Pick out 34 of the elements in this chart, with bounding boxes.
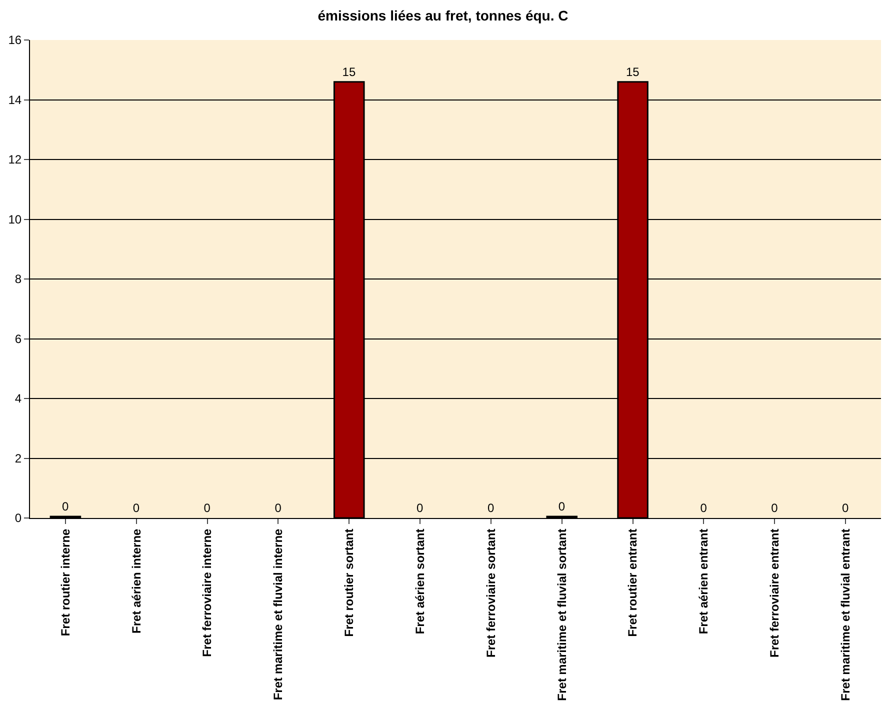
x-tick-label: Fret ferroviaire entrant — [768, 528, 782, 658]
x-tick-label: Fret maritime et fluvial entrant — [838, 528, 852, 701]
data-label: 0 — [416, 501, 424, 515]
x-tick-label: Fret maritime et fluvial interne — [271, 528, 286, 700]
data-label: 0 — [204, 501, 211, 515]
data-label: 0 — [842, 501, 850, 515]
y-tick-label: 12 — [8, 152, 22, 167]
data-label: 15 — [626, 64, 640, 79]
y-tick-label: 4 — [14, 392, 22, 406]
y-tick-label: 2 — [14, 451, 22, 466]
y-tick-label: 14 — [8, 92, 22, 107]
y-tick-label: 6 — [14, 332, 22, 346]
x-tick-label: Fret ferroviaire sortant — [484, 528, 498, 658]
x-tick-label: Fret ferroviaire interne — [200, 528, 214, 657]
data-label: 15 — [342, 64, 356, 79]
data-label: 0 — [62, 500, 69, 514]
y-tick-label: 10 — [8, 212, 22, 226]
x-tick-label: Fret maritime et fluvial sortant — [554, 528, 569, 701]
data-label: 0 — [274, 501, 282, 515]
x-tick-label: Fret routier interne — [58, 528, 72, 636]
chart-title: émissions liées au fret, tonnes équ. C — [318, 7, 568, 24]
y-tick-label: 16 — [8, 33, 22, 48]
x-tick-label: Fret aérien interne — [129, 528, 144, 634]
x-tick-label: Fret aérien sortant — [412, 528, 427, 634]
y-tick-label: 0 — [14, 511, 22, 526]
y-tick-label: 8 — [14, 272, 22, 286]
data-label: 0 — [700, 501, 708, 515]
x-tick-label: Fret routier sortant — [342, 528, 356, 637]
data-label: 0 — [558, 500, 566, 514]
x-tick-label: Fret aérien entrant — [696, 528, 711, 634]
data-label: 0 — [771, 501, 778, 515]
data-label: 0 — [132, 501, 140, 515]
data-label: 0 — [487, 501, 494, 515]
x-tick-label: Fret routier entrant — [626, 528, 640, 637]
